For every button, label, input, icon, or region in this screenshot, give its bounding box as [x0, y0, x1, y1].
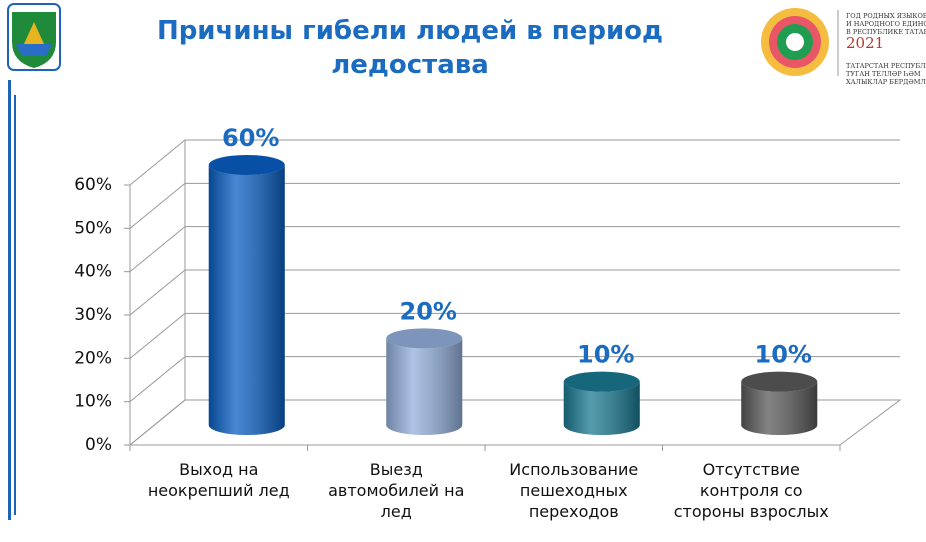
y-tick-label: 50%	[74, 218, 112, 238]
x-label-box: Выход на неокрепший лед	[147, 460, 290, 500]
logo-text: В РЕСПУБЛИКЕ ТАТАРСТАН	[846, 28, 926, 36]
chart-title: Причины гибели людей в период ледостава	[156, 16, 664, 80]
grid-line	[129, 312, 900, 359]
bar-shade	[208, 165, 285, 435]
logo-text: И НАРОДНОГО ЕДИНСТВА	[846, 20, 926, 28]
side-bar	[14, 95, 16, 515]
y-tick-label: 0%	[85, 435, 112, 455]
bar-shade	[386, 338, 463, 435]
logo-text: ТАТАРСТАН РЕСПУБЛИКАСЫ	[846, 62, 926, 70]
side-bar	[8, 80, 11, 520]
y-tick-label: 30%	[74, 305, 112, 325]
bar-top	[386, 328, 463, 349]
x-label-box: Выезд автомобилей на лед	[328, 460, 465, 521]
logo-text: 2021	[846, 34, 884, 52]
bar-top	[741, 371, 818, 392]
grid-line	[129, 356, 900, 403]
bar-top-shade	[208, 155, 285, 175]
x-tick-label: Отсутствие контроля со стороны взрослых	[673, 460, 829, 521]
value-label: 20%	[400, 297, 457, 325]
grid-line	[129, 269, 900, 316]
value-label: 10%	[577, 341, 634, 369]
grid-line	[129, 399, 900, 446]
logo-text: ХАЛЫКЛАР БЕРДӘМЛЕГЕ	[846, 78, 926, 86]
bar-top-shade	[741, 371, 818, 392]
x-label-box: Отсутствие контроля со стороны взрослых	[673, 460, 829, 521]
bar-top	[208, 155, 285, 175]
grid-line	[129, 226, 900, 273]
year-logo	[761, 8, 839, 76]
value-label: 10%	[755, 341, 812, 369]
bar-top-shade	[386, 328, 463, 349]
bar-top-shade	[563, 371, 640, 392]
y-tick-label: 60%	[74, 175, 112, 195]
bar-top	[563, 371, 640, 392]
grid-line	[129, 182, 900, 229]
y-tick-label: 10%	[74, 392, 112, 412]
grid-line	[129, 139, 900, 186]
title-box: Причины гибели людей в период ледостава	[156, 16, 664, 80]
y-tick-label: 20%	[74, 348, 112, 368]
x-label-box: Использование пешеходных переходов	[509, 460, 639, 521]
bar-shade	[563, 381, 640, 435]
x-tick-label: Выход на неокрепший лед	[147, 460, 290, 500]
x-tick-label: Использование пешеходных переходов	[509, 460, 639, 521]
x-tick-label: Выезд автомобилей на лед	[328, 460, 465, 521]
bar-shade	[741, 381, 818, 435]
city-logo	[7, 3, 61, 71]
y-tick-label: 40%	[74, 262, 112, 282]
value-label: 60%	[222, 124, 279, 152]
logo-text: ТУГАН ТЕЛЛӘР ҺӘМ	[846, 70, 921, 78]
logo-text: ГОД РОДНЫХ ЯЗЫКОВ	[846, 12, 926, 20]
